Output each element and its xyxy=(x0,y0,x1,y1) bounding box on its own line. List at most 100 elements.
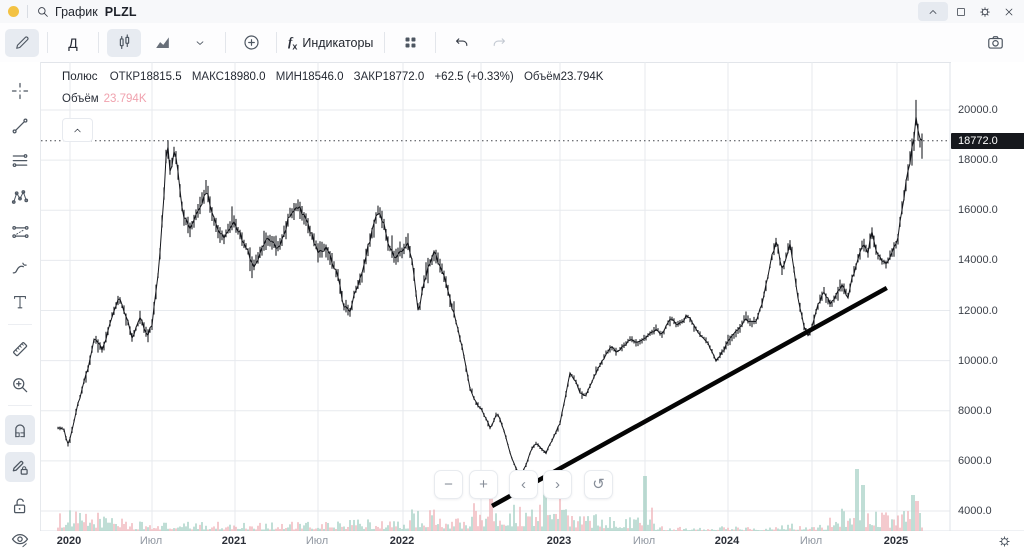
app-badge-dot xyxy=(8,6,19,17)
y-axis-label: 10000.0 xyxy=(958,354,998,367)
projection-icon xyxy=(12,225,29,239)
legend-volume-label: Объём xyxy=(523,71,561,83)
camera-icon xyxy=(987,36,1003,49)
window-title: График xyxy=(55,4,98,19)
search-icon[interactable] xyxy=(36,5,50,19)
compare-add-button[interactable] xyxy=(234,29,268,57)
legend-instrument: Полюс xyxy=(62,71,98,83)
candlestick-style-button[interactable] xyxy=(107,28,141,57)
brush-icon xyxy=(12,262,27,274)
reset-view-button[interactable]: ↺ xyxy=(584,470,613,499)
pencil-icon xyxy=(16,35,29,49)
legend-close-label: ЗАКР xyxy=(353,71,383,83)
draw-tool-button[interactable] xyxy=(5,28,39,57)
scroll-right-button[interactable]: › xyxy=(543,470,572,499)
xabcd-pattern-tool-button[interactable] xyxy=(5,182,35,212)
redo-button[interactable] xyxy=(482,29,516,57)
parallel-lines-icon xyxy=(12,154,28,168)
legend-low-value: 18546.0 xyxy=(301,71,344,83)
style-dropdown-button[interactable] xyxy=(183,29,217,57)
x-axis-label: 2024 xyxy=(714,535,740,547)
price-axis[interactable]: 18772.0 20000.0 18000.0 16000.0 14000.0 1200… xyxy=(951,62,1024,530)
measure-tool-button[interactable] xyxy=(5,334,35,364)
x-axis-label: Июл xyxy=(139,535,163,547)
magnet-icon xyxy=(15,424,25,438)
crosshair-tool-button[interactable] xyxy=(5,76,35,106)
candlestick-icon xyxy=(119,34,129,50)
collapse-panel-button[interactable] xyxy=(918,2,948,21)
settings-button[interactable] xyxy=(974,2,996,21)
indicators-label: Индикаторы xyxy=(302,35,374,50)
layout-grid-button[interactable] xyxy=(393,29,427,57)
undo-arrow-icon xyxy=(455,38,468,47)
area-style-button[interactable] xyxy=(145,29,179,57)
drawing-tools-sidebar xyxy=(0,62,41,555)
plus-circle-icon xyxy=(243,35,259,50)
trend-line-icon xyxy=(12,118,28,134)
horizontal-lines-tool-button[interactable] xyxy=(5,146,35,176)
gear-icon xyxy=(980,6,990,17)
zoom-in-icon xyxy=(13,378,28,393)
pencil-lock-icon xyxy=(12,460,28,475)
legend-volume-value: 23.794K xyxy=(560,71,604,83)
xabcd-pattern-icon xyxy=(11,190,29,204)
close-button[interactable] xyxy=(998,2,1020,21)
text-tool-button[interactable] xyxy=(5,287,35,317)
zoom-out-button[interactable]: − xyxy=(434,470,463,499)
scroll-left-button[interactable]: ‹ xyxy=(509,470,538,499)
axis-settings-button[interactable] xyxy=(997,534,1012,549)
indicators-button[interactable]: fx Индикаторы xyxy=(285,29,376,57)
screenshot-button[interactable] xyxy=(978,29,1012,57)
legend-close-value: 18772.0 xyxy=(382,71,425,83)
timeframe-label: Д xyxy=(68,34,78,51)
y-axis-label: 20000.0 xyxy=(958,104,998,116)
x-axis-label: 2020 xyxy=(56,535,82,547)
chevron-up-icon xyxy=(929,9,937,14)
maximize-icon xyxy=(957,7,965,16)
brush-tool-button[interactable] xyxy=(5,252,35,282)
unlocked-padlock-icon xyxy=(13,498,26,514)
area-chart-icon xyxy=(155,37,169,49)
hide-drawings-button[interactable] xyxy=(5,525,35,555)
fx-icon: fx xyxy=(288,33,298,52)
undo-button[interactable] xyxy=(444,29,478,57)
chart-toolbar: Д fx Индикаторы xyxy=(0,23,1024,63)
gear-icon xyxy=(999,536,1010,547)
y-axis-label: 12000.0 xyxy=(958,304,998,317)
titlebar-separator xyxy=(27,5,28,18)
lock-all-drawings-button[interactable] xyxy=(5,491,35,521)
maximize-button[interactable] xyxy=(950,2,972,21)
volume-row-label: Объём xyxy=(62,93,99,105)
y-axis-label: 16000.0 xyxy=(958,204,998,217)
x-axis-label: Июл xyxy=(799,535,823,547)
zoom-in-tool-button[interactable] xyxy=(5,370,35,400)
instrument-legend[interactable]: Полюс ОТКР18815.5 МАКС18980.0 МИН18546.0… xyxy=(62,71,610,83)
text-icon xyxy=(14,296,26,309)
x-axis-label: Июл xyxy=(632,535,656,547)
redo-arrow-icon xyxy=(493,38,505,47)
window-titlebar: График PLZL xyxy=(0,0,1024,24)
chevron-up-icon xyxy=(74,128,81,132)
y-axis-label: 4000.0 xyxy=(958,505,992,517)
trendline-tool-button[interactable] xyxy=(5,111,35,141)
x-axis-label: 2023 xyxy=(546,535,572,547)
volume-indicator-legend[interactable]: Объём 23.794K xyxy=(62,93,147,105)
eye-icon xyxy=(11,534,29,548)
time-axis[interactable]: 2020 Июл 2021 Июл 2022 2023 Июл 2024 Июл 2025 xyxy=(40,531,1024,555)
drawing-lock-mode-button[interactable] xyxy=(5,452,35,482)
x-axis-label: 2022 xyxy=(389,535,415,547)
legend-low-label: МИН xyxy=(275,71,302,83)
projection-tool-button[interactable] xyxy=(5,217,35,247)
legend-collapse-button[interactable] xyxy=(62,118,93,142)
legend-change: +62.5 (+0.33%) xyxy=(434,71,514,83)
window-controls xyxy=(918,0,1020,23)
chevron-down-icon xyxy=(196,40,204,45)
grid-icon xyxy=(405,37,416,48)
last-price-badge: 18772.0 xyxy=(951,132,1024,149)
window-title-symbol: PLZL xyxy=(104,4,137,19)
magnet-mode-button[interactable] xyxy=(5,415,35,445)
x-axis-label: Июл xyxy=(305,535,329,547)
timeframe-button[interactable]: Д xyxy=(56,29,90,57)
zoom-in-button[interactable]: + xyxy=(469,470,498,499)
